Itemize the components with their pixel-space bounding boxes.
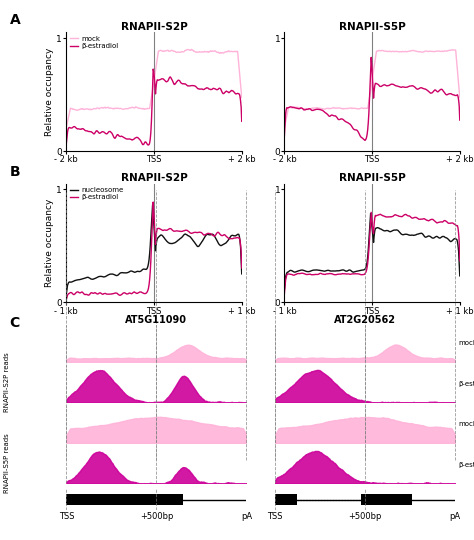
Title: RNAPII-S2P: RNAPII-S2P <box>121 173 187 183</box>
Legend: nucleosome, β-estradiol: nucleosome, β-estradiol <box>70 187 123 200</box>
Text: RNAPII-S5P reads: RNAPII-S5P reads <box>4 433 10 493</box>
FancyBboxPatch shape <box>361 494 412 505</box>
Text: RNAPII-S2P reads: RNAPII-S2P reads <box>4 352 10 412</box>
Text: pA: pA <box>449 512 461 522</box>
Y-axis label: Relative occupancy: Relative occupancy <box>45 199 54 287</box>
Text: B: B <box>9 165 20 179</box>
Title: RNAPII-S2P: RNAPII-S2P <box>121 22 187 32</box>
Text: +500bp: +500bp <box>348 512 382 522</box>
Text: A: A <box>9 14 20 28</box>
Text: β-estradiol: β-estradiol <box>459 462 474 468</box>
FancyBboxPatch shape <box>275 494 297 505</box>
FancyBboxPatch shape <box>66 494 183 505</box>
Text: AT2G20562: AT2G20562 <box>334 314 396 325</box>
Title: RNAPII-S5P: RNAPII-S5P <box>339 22 405 32</box>
Text: pA: pA <box>241 512 252 522</box>
Title: RNAPII-S5P: RNAPII-S5P <box>339 173 405 183</box>
Text: β-estradiol: β-estradiol <box>459 381 474 387</box>
Text: +500bp: +500bp <box>140 512 173 522</box>
Text: mock: mock <box>459 421 474 427</box>
Y-axis label: Relative occupancy: Relative occupancy <box>45 48 54 136</box>
Legend: mock, β-estradiol: mock, β-estradiol <box>70 36 118 49</box>
Text: AT5G11090: AT5G11090 <box>126 314 187 325</box>
Text: mock: mock <box>459 340 474 346</box>
Text: TSS: TSS <box>267 512 283 522</box>
Text: TSS: TSS <box>59 512 74 522</box>
Text: C: C <box>9 316 20 330</box>
